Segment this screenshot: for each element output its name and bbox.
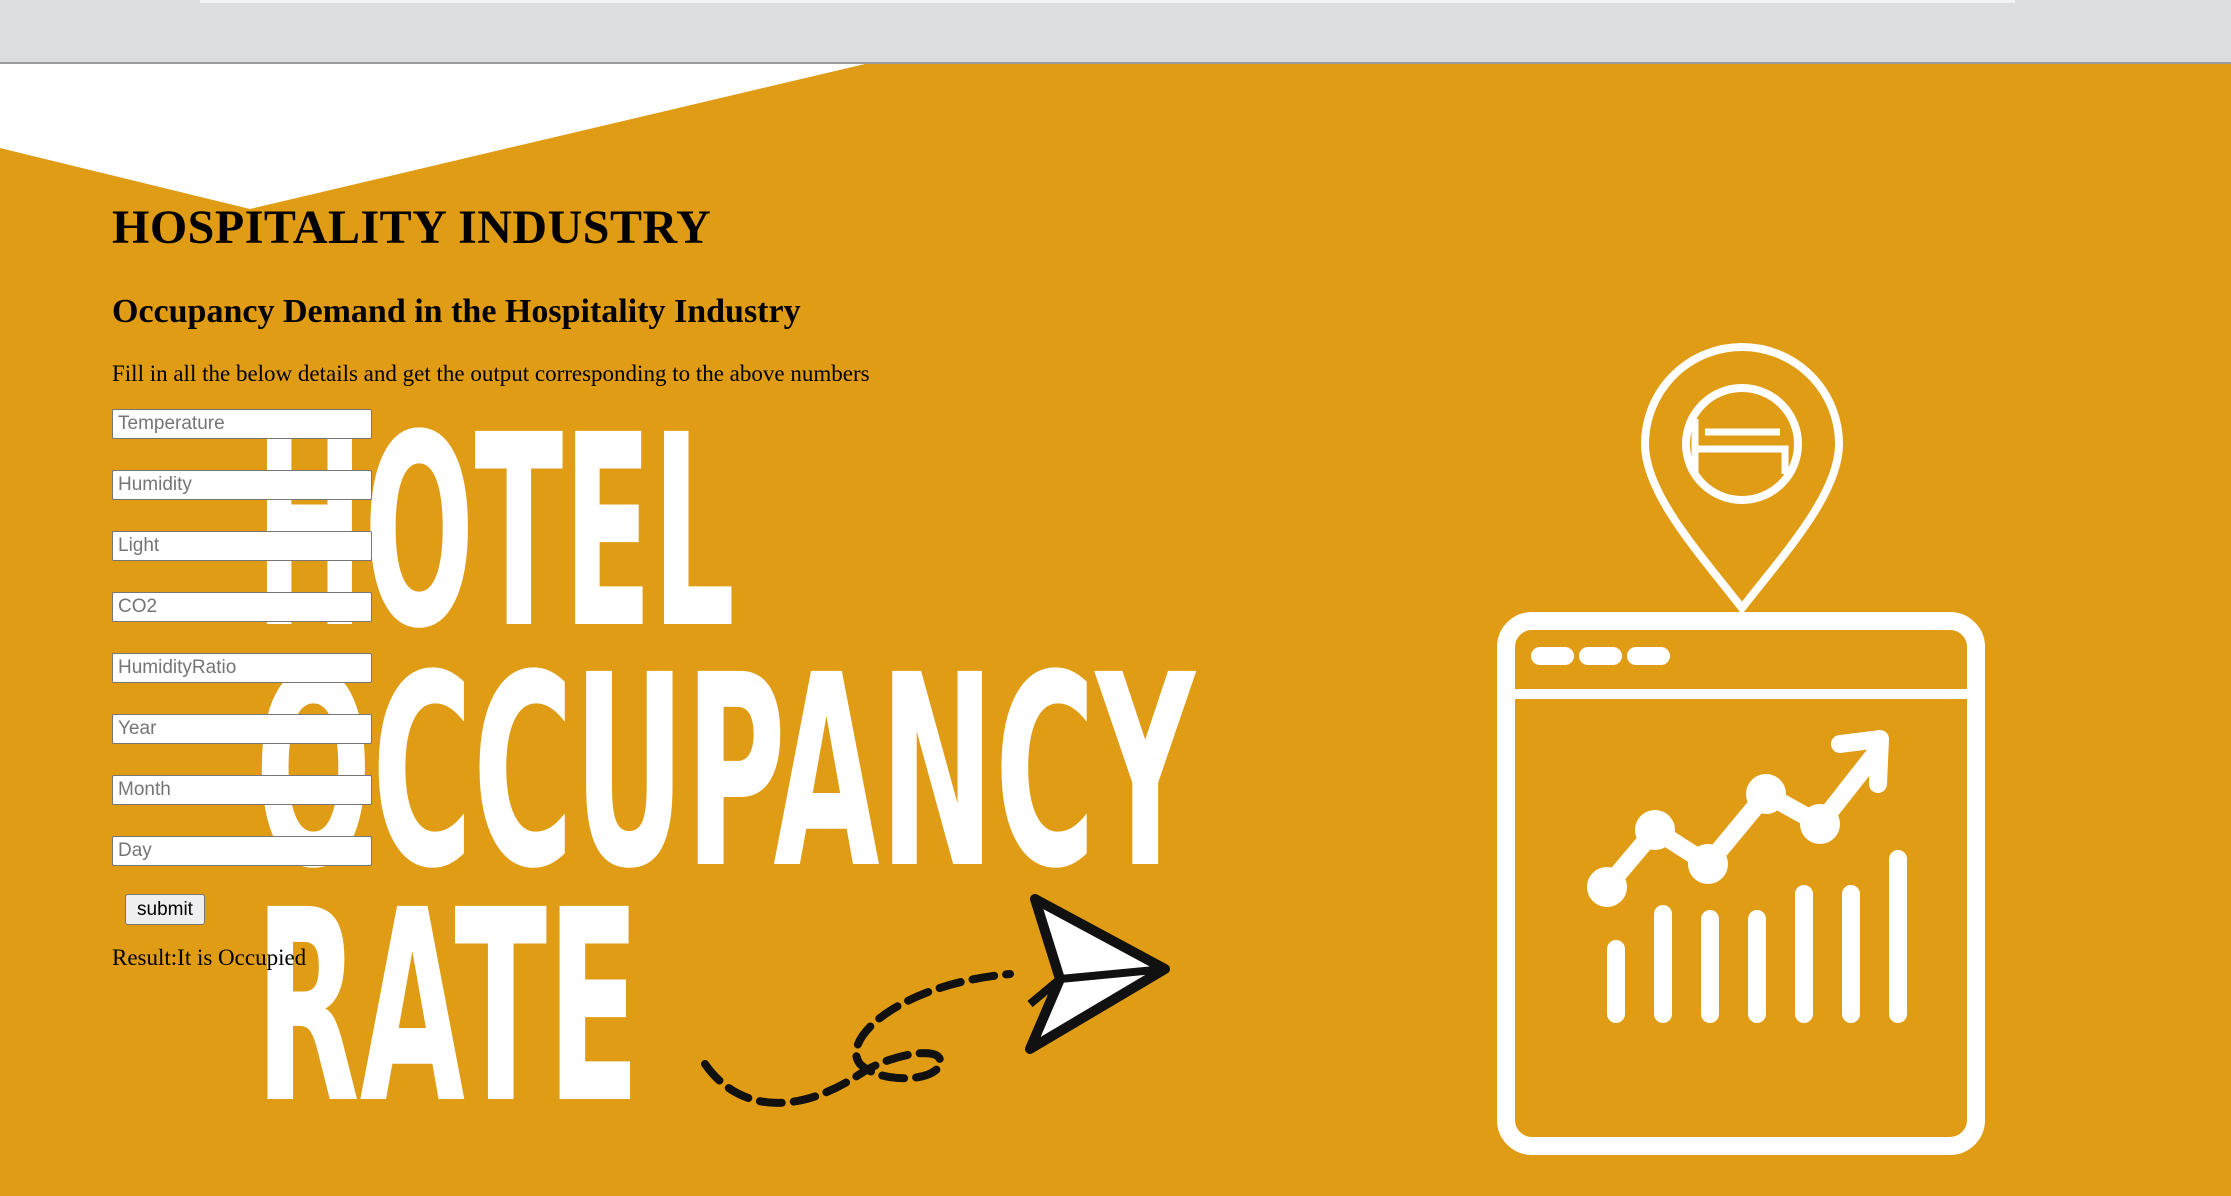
submit-button[interactable]: submit xyxy=(125,894,205,925)
humidity-ratio-input[interactable] xyxy=(112,653,372,683)
page-subtitle: Occupancy Demand in the Hospitality Indu… xyxy=(112,293,801,330)
year-input[interactable] xyxy=(112,714,372,744)
prediction-form: submit xyxy=(112,409,870,925)
co2-input[interactable] xyxy=(112,592,372,622)
white-chevron-shape xyxy=(0,64,865,209)
result-text: Result:It is Occupied xyxy=(112,945,307,970)
occupancy-form-section: HOSPITALITY INDUSTRY Occupancy Demand in… xyxy=(112,200,870,971)
instructions-text: Fill in all the below details and get th… xyxy=(112,361,870,386)
paper-plane-icon xyxy=(701,894,1170,1107)
light-input[interactable] xyxy=(112,531,372,561)
banner-word-rate: RATE xyxy=(255,854,640,1162)
analytics-dashboard-icon xyxy=(1497,612,1985,1155)
browser-top-bar xyxy=(0,0,2231,64)
page-title: HOSPITALITY INDUSTRY xyxy=(112,201,712,254)
banner-word-occupancy: OCCUPANCY xyxy=(255,619,1196,927)
temperature-input[interactable] xyxy=(112,409,372,439)
day-input[interactable] xyxy=(112,836,372,866)
browser-tab-strip xyxy=(200,0,2015,3)
hotel-location-pin-icon xyxy=(1640,343,1844,615)
humidity-input[interactable] xyxy=(112,470,372,500)
month-input[interactable] xyxy=(112,775,372,805)
hotel-occupancy-banner: HOTEL OCCUPANCY RATE xyxy=(0,64,1985,1162)
